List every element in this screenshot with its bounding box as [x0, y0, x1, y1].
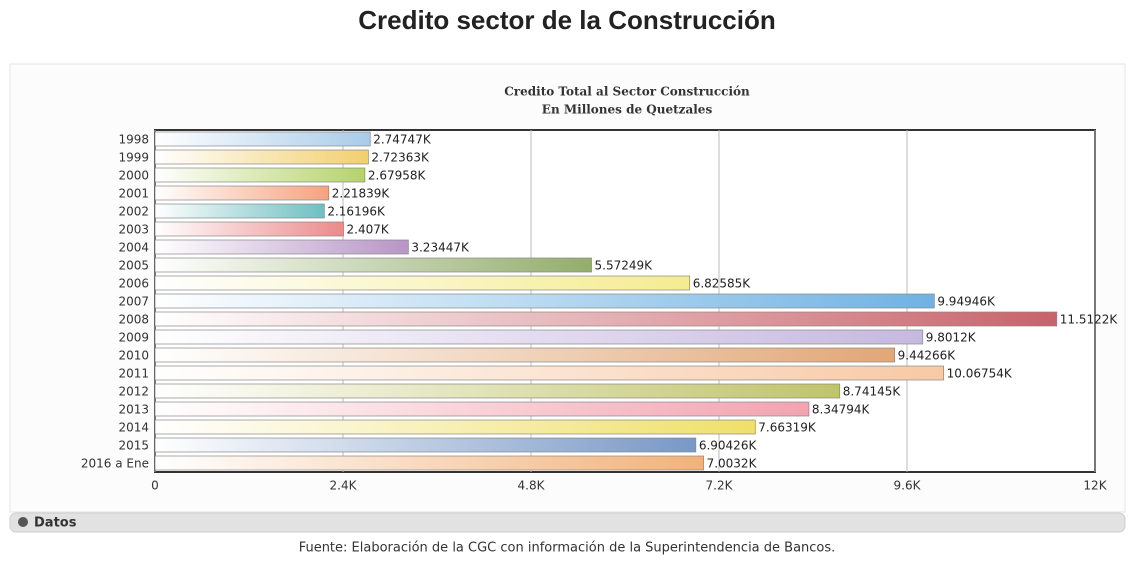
- chart-title: Credito Total al Sector Construcción: [504, 85, 750, 99]
- bar: [154, 131, 371, 147]
- value-label: 2.21839K: [332, 187, 391, 201]
- value-label: 9.44266K: [898, 349, 957, 363]
- bar: [154, 239, 409, 255]
- bar: [154, 167, 366, 183]
- footer: Fuente: Elaboración de la CGC con inform…: [299, 541, 836, 556]
- data-toggle[interactable]: [9, 512, 1126, 533]
- value-label: 10.06754K: [947, 367, 1013, 381]
- value-label: 2.67958K: [368, 169, 427, 183]
- x-tick-label: 2.4K: [330, 479, 358, 493]
- x-tick-label: 4.8K: [518, 479, 546, 493]
- bar: [154, 365, 944, 381]
- bar: [154, 275, 691, 291]
- bar: [154, 437, 697, 453]
- bar: [154, 311, 1058, 327]
- y-tick-label: 2006: [118, 277, 149, 291]
- y-tick-label: 2012: [118, 385, 149, 399]
- bar: [154, 455, 704, 471]
- value-label: 3.23447K: [411, 241, 470, 255]
- y-tick-label: 2009: [118, 331, 149, 345]
- value-label: 2.72363K: [371, 151, 430, 165]
- value-label: 6.82585K: [693, 277, 752, 291]
- x-tick-label: 0: [151, 479, 159, 493]
- value-label: 7.0032K: [707, 457, 758, 471]
- value-label: 9.94946K: [937, 295, 996, 309]
- y-tick-label: 2004: [118, 241, 149, 255]
- value-label: 11.5122K: [1060, 313, 1119, 327]
- y-tick-label: 2013: [118, 403, 149, 417]
- value-label: 2.407K: [347, 223, 390, 237]
- y-tick-label: 1999: [118, 151, 149, 165]
- value-label: 8.74145K: [843, 385, 902, 399]
- page-title: Credito sector de la Construcción: [358, 5, 776, 35]
- y-tick-label: 2015: [118, 439, 149, 453]
- y-tick-label: 2010: [118, 349, 149, 363]
- value-label: 9.8012K: [926, 331, 977, 345]
- y-tick-label: 1998: [118, 133, 149, 147]
- bar: [154, 401, 810, 417]
- bar: [154, 221, 344, 237]
- y-tick-label: 2001: [118, 187, 149, 201]
- y-tick-label: 2003: [118, 223, 149, 237]
- plot: 0 2.4K 4.8K 7.2K 9.6K 12K 1998 2.74747K 1999 2.72…: [81, 129, 1119, 493]
- bar: [154, 257, 592, 273]
- bar: [154, 329, 924, 345]
- y-tick-label: 2002: [118, 205, 149, 219]
- x-tick-label: 12K: [1083, 479, 1107, 493]
- value-label: 8.34794K: [812, 403, 871, 417]
- toggle-icon: [18, 517, 28, 527]
- bar: [154, 419, 756, 435]
- bar: [154, 185, 330, 201]
- value-label: 7.66319K: [758, 421, 817, 435]
- bar: [154, 203, 325, 219]
- toggle-label: Datos: [34, 516, 77, 531]
- y-tick-label: 2007: [118, 295, 149, 309]
- y-tick-label: 2000: [118, 169, 149, 183]
- y-tick-label: 2014: [118, 421, 149, 435]
- value-label: 5.57249K: [595, 259, 654, 273]
- x-tick-label: 9.6K: [894, 479, 922, 493]
- bar: [154, 347, 896, 363]
- value-label: 2.74747K: [373, 133, 432, 147]
- y-tick-label: 2011: [118, 367, 149, 381]
- chart-subtitle: En Millones de Quetzales: [542, 103, 713, 117]
- y-tick-label: 2016 a Ene: [81, 457, 149, 471]
- bar: [154, 293, 935, 309]
- y-tick-label: 2008: [118, 313, 149, 327]
- bar: [154, 383, 841, 399]
- y-tick-label: 2005: [118, 259, 149, 273]
- x-tick-label: 7.2K: [706, 479, 734, 493]
- bar: [154, 149, 369, 165]
- value-label: 2.16196K: [327, 205, 386, 219]
- value-label: 6.90426K: [699, 439, 758, 453]
